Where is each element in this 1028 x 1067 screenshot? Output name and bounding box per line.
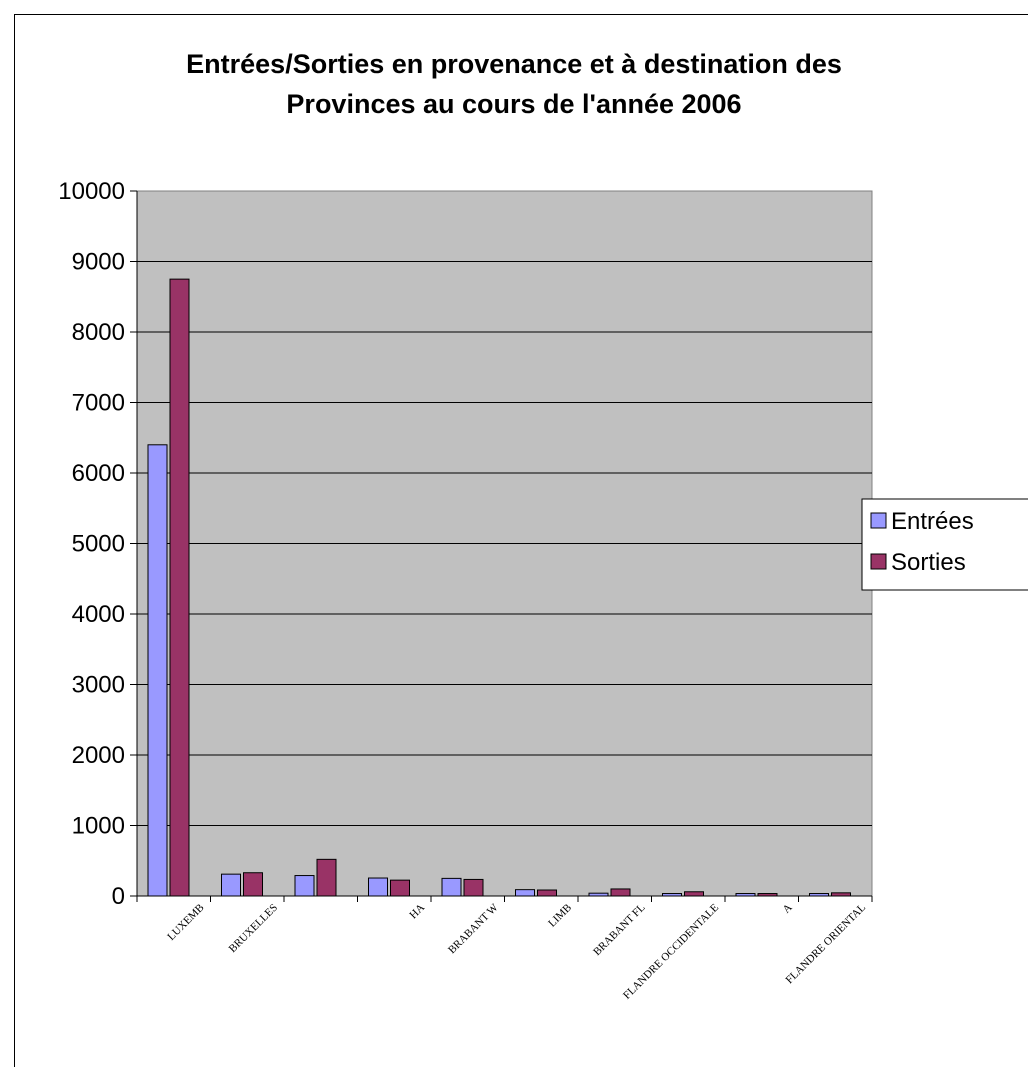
y-tick-label: 6000 [72,460,125,487]
legend-box [861,498,1028,591]
bar-sorties [169,278,190,897]
bar-sorties [684,891,704,897]
x-tick-label: HA [407,902,427,922]
y-tick-label: 5000 [72,531,125,558]
x-tick-label: LUXEMB [165,902,206,943]
bar-sorties [316,858,337,897]
x-tick-label: A [781,902,795,916]
chart-title-line-1: Entrées/Sorties en provenance et à desti… [186,49,842,79]
y-tick-label: 2000 [72,742,125,769]
bar-entrees [221,873,241,897]
bar-entrees [441,877,462,897]
y-tick-label: 8000 [72,319,125,346]
x-axis: LUXEMB BRUXELLES HA BRABANT W LIMB BRABANT FL… [136,895,873,1002]
bar-entrees [515,889,535,897]
legend-label: Sorties [891,549,966,576]
bar-entrees [294,875,315,897]
x-tick-label: LIMB [546,902,574,930]
plot-area [136,190,873,897]
y-tick-label: 10000 [58,178,125,205]
bar-sorties [537,889,557,897]
legend-swatch [870,553,887,570]
chart-title: Entrées/Sorties en provenance et à desti… [0,44,1028,124]
x-tick-label: BRABANT FL [591,901,648,958]
y-tick-label: 3000 [72,672,125,699]
bar-sorties [610,888,631,897]
legend-swatch [870,512,887,529]
bar-sorties [463,878,484,897]
legend: Entrées Sorties [861,498,1028,591]
bar-sorties [243,872,263,897]
x-tick-label: BRUXELLES [227,902,280,955]
y-tick-label: 1000 [72,813,125,840]
y-axis: 0 1000 2000 3000 4000 5000 6000 7000 8000 9000 100… [58,178,138,910]
y-tick-label: 9000 [72,249,125,276]
y-tick-label: 4000 [72,601,125,628]
chart-title-line-2: Provinces au cours de l'année 2006 [286,89,742,119]
legend-label: Entrées [891,508,974,535]
y-tick-label: 7000 [72,390,125,417]
bar-entrees [368,877,388,897]
bar-entrees [147,444,168,897]
x-tick-label: BRABANT W [446,901,501,956]
x-tick-label: FLANDRE ORIENTAL [784,901,869,986]
y-tick-label: 0 [112,883,125,910]
bar-sorties [390,879,410,897]
